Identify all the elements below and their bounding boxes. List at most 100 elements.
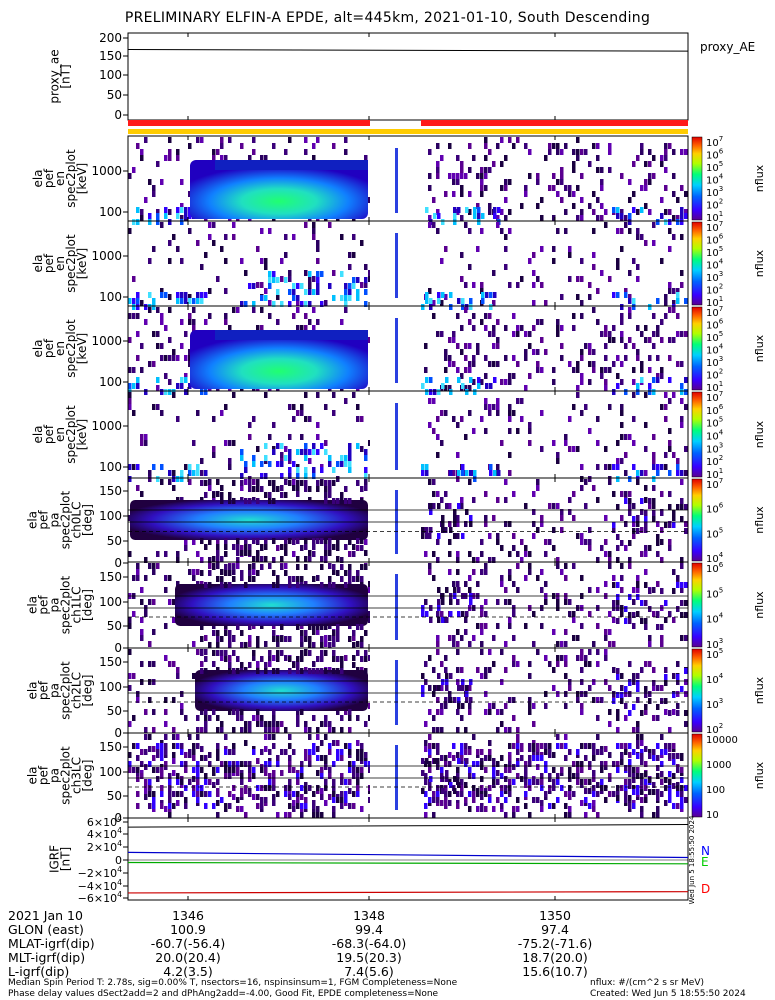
heatmap-cell bbox=[628, 691, 632, 697]
heatmap-cell bbox=[444, 655, 448, 661]
heatmap-cell bbox=[628, 307, 632, 313]
heatmap-cell bbox=[592, 800, 596, 806]
page-title: PRELIMINARY ELFIN-A EPDE, alt=445km, 202… bbox=[124, 10, 651, 26]
heatmap-cell bbox=[232, 569, 236, 575]
heatmap-cell bbox=[480, 761, 484, 767]
heatmap-cell bbox=[340, 656, 344, 662]
heatmap-cell bbox=[432, 575, 436, 581]
heatmap-cell bbox=[192, 569, 196, 575]
heatmap-cell bbox=[536, 797, 540, 803]
heatmap-cell bbox=[168, 785, 172, 791]
heatmap-cell bbox=[445, 685, 449, 691]
colorbar-tick-label: 104 bbox=[706, 343, 724, 357]
heatmap-cell bbox=[204, 755, 208, 761]
heatmap-cell bbox=[216, 550, 220, 556]
heatmap-cell bbox=[276, 289, 280, 295]
heatmap-cell bbox=[444, 785, 448, 791]
heatmap-cell bbox=[496, 497, 500, 503]
heatmap-cell bbox=[288, 734, 292, 740]
heatmap-cell bbox=[276, 791, 280, 797]
heatmap-cell bbox=[544, 761, 548, 767]
heatmap-cell bbox=[672, 337, 676, 343]
heatmap-cell bbox=[453, 521, 457, 527]
heatmap-cell bbox=[428, 215, 432, 221]
heatmap-cell bbox=[676, 703, 680, 709]
heatmap-cell bbox=[580, 476, 584, 482]
colorbar-tick-label: 104 bbox=[706, 672, 724, 686]
heatmap-cell bbox=[632, 599, 636, 605]
heatmap-cell bbox=[596, 715, 600, 721]
heatmap-cell bbox=[668, 522, 672, 528]
heatmap-cell bbox=[204, 668, 208, 674]
heatmap-cell bbox=[584, 539, 588, 545]
heatmap-cell bbox=[208, 761, 212, 767]
heatmap-cell bbox=[456, 581, 460, 587]
heatmap-cell bbox=[572, 325, 576, 331]
heatmap-cell bbox=[176, 800, 180, 806]
heatmap-cell bbox=[684, 635, 688, 641]
heatmap-cell bbox=[664, 617, 668, 623]
heatmap-cell bbox=[440, 258, 444, 264]
heatmap-cell bbox=[276, 294, 280, 300]
heatmap-cell bbox=[684, 521, 688, 527]
heatmap-cell bbox=[316, 271, 320, 277]
heatmap-cell bbox=[216, 563, 220, 569]
heatmap-cell bbox=[636, 611, 640, 617]
heatmap-cell bbox=[445, 503, 449, 509]
heatmap-cell bbox=[432, 300, 436, 306]
heatmap-cell bbox=[312, 629, 316, 635]
heatmap-cell bbox=[464, 355, 468, 361]
heatmap-cell bbox=[500, 209, 504, 215]
heatmap-cell bbox=[340, 773, 344, 779]
y-axis-label: ch3LC bbox=[70, 757, 84, 794]
heatmap-cell bbox=[456, 649, 460, 655]
heatmap-cell bbox=[264, 668, 268, 674]
heatmap-cell bbox=[272, 277, 276, 283]
heatmap-cell bbox=[508, 697, 512, 703]
spike-column bbox=[395, 318, 398, 383]
heatmap-cell bbox=[264, 761, 268, 767]
heatmap-cell bbox=[668, 440, 672, 446]
heatmap-cell bbox=[352, 655, 356, 661]
heatmap-cell bbox=[421, 770, 425, 776]
heatmap-cell bbox=[636, 743, 640, 749]
heatmap-cell bbox=[640, 498, 644, 504]
heatmap-cell bbox=[192, 776, 196, 782]
heatmap-cell bbox=[200, 292, 204, 298]
heatmap-cell bbox=[472, 282, 476, 288]
heatmap-cell bbox=[429, 298, 433, 304]
heatmap-cell bbox=[148, 734, 152, 740]
heatmap-cell bbox=[484, 398, 488, 404]
heatmap-cell bbox=[580, 703, 584, 709]
heatmap-cell bbox=[516, 282, 520, 288]
heatmap-cell bbox=[156, 743, 160, 749]
heatmap-cell bbox=[616, 582, 620, 588]
heatmap-cell bbox=[180, 703, 184, 709]
heatmap-cell bbox=[680, 803, 684, 809]
heatmap-cell bbox=[616, 213, 620, 219]
heatmap-cell bbox=[628, 219, 632, 225]
heatmap-cell bbox=[308, 449, 312, 455]
heatmap-cell bbox=[596, 167, 600, 173]
heatmap-cell bbox=[284, 252, 288, 258]
heatmap-cell bbox=[152, 727, 156, 733]
heatmap-cell bbox=[428, 743, 432, 749]
heatmap-cell bbox=[576, 779, 580, 785]
heatmap-cell bbox=[684, 691, 688, 697]
heatmap-cell bbox=[544, 581, 548, 587]
heatmap-cell bbox=[276, 721, 280, 727]
heatmap-cell bbox=[208, 222, 212, 228]
heatmap-cell bbox=[144, 434, 148, 440]
heatmap-cell bbox=[664, 149, 668, 155]
heatmap-cell bbox=[429, 776, 433, 782]
heatmap-cell bbox=[320, 650, 324, 656]
heatmap-cell bbox=[596, 791, 600, 797]
heatmap-cell bbox=[484, 521, 488, 527]
heatmap-cell bbox=[332, 650, 336, 656]
heatmap-cell bbox=[220, 492, 224, 498]
heatmap-cell bbox=[457, 611, 461, 617]
heatmap-cell bbox=[264, 264, 268, 270]
heatmap-cell bbox=[196, 734, 200, 740]
heatmap-cell bbox=[528, 569, 532, 575]
heatmap-cell bbox=[465, 691, 469, 697]
